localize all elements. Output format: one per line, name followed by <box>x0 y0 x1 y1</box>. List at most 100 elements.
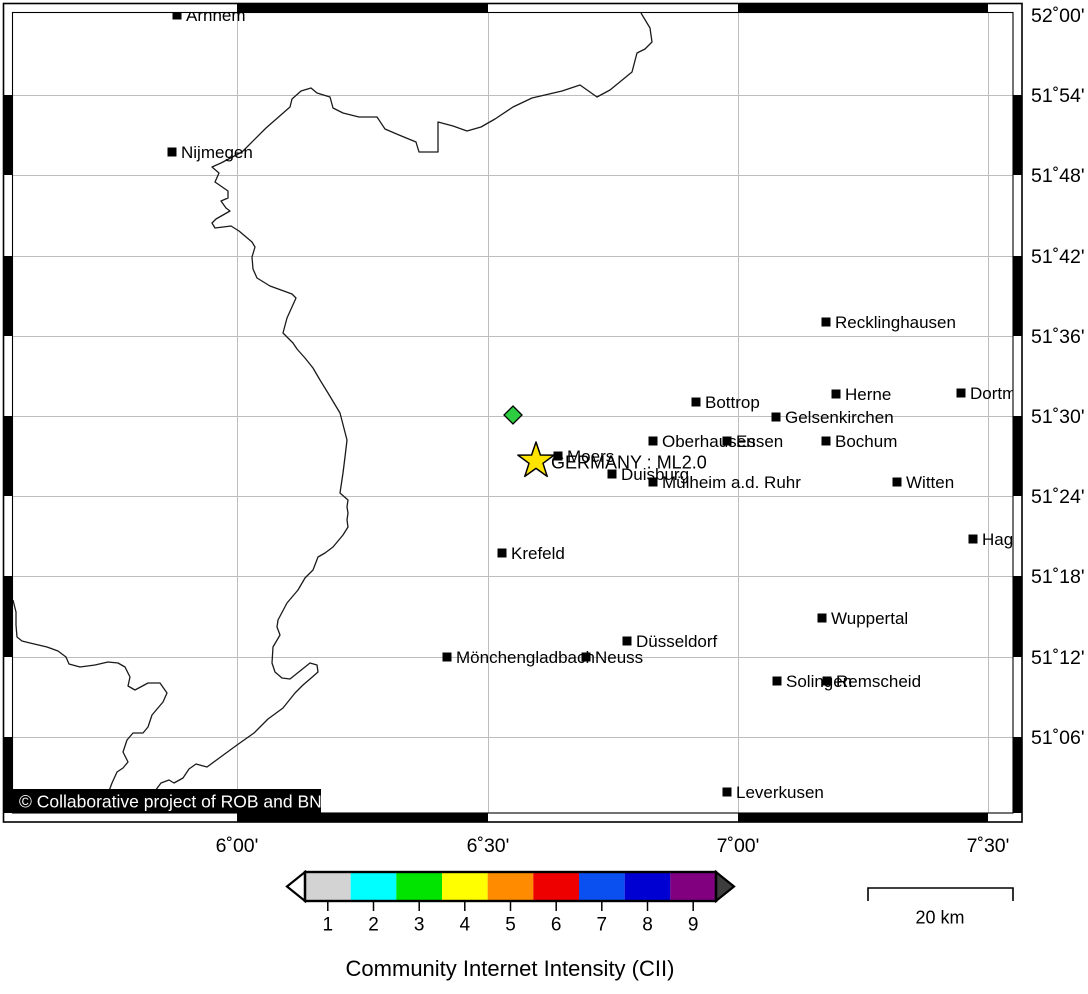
epicenter-label: GERMANY : ML2.0 <box>551 452 707 472</box>
city-marker <box>831 389 841 399</box>
lat-tick-label: 51˚30' <box>1031 406 1085 428</box>
colorbar-right-arrow-icon <box>714 869 736 904</box>
city-nijmegen: Nijmegen <box>167 143 253 162</box>
city-dortmund: Dortmund <box>956 384 1045 403</box>
lon-tick-label: 7˚00' <box>717 835 760 857</box>
lon-tick-label: 6˚00' <box>216 835 259 857</box>
city-label: Moers <box>567 447 614 466</box>
city-neuss: Neuss <box>581 648 643 667</box>
city-krefeld: Krefeld <box>497 544 565 563</box>
city-leverkusen: Leverkusen <box>722 783 824 802</box>
city-label: Dortmund <box>970 384 1045 403</box>
grid-lines <box>13 13 1013 813</box>
city-label: Düsseldorf <box>636 632 718 651</box>
city-wuppertal: Wuppertal <box>817 609 908 628</box>
colorbar-segment <box>487 872 534 901</box>
city-marker <box>722 436 732 446</box>
colorbar-segment <box>305 872 351 901</box>
colorbar-segment <box>624 872 671 901</box>
map-canvas: Arnhem Nijmegen Recklinghausen Herne Dor… <box>13 13 1045 813</box>
lat-tick-label: 51˚54' <box>1031 85 1085 107</box>
epicenter-star-icon <box>517 441 555 478</box>
lon-tick-label: 7˚30' <box>967 835 1010 857</box>
city-label: Bottrop <box>705 393 760 412</box>
colorbar-ticks <box>327 901 694 911</box>
colorbar: 1 2 3 4 5 6 7 8 9 Community Internet Int… <box>285 869 736 981</box>
city-marker <box>553 451 563 461</box>
city-marker <box>822 676 832 686</box>
city-label: Leverkusen <box>736 783 824 802</box>
city-solingen: Solingen <box>772 672 852 691</box>
colorbar-value-label: 7 <box>597 915 608 936</box>
city-marker <box>167 147 177 157</box>
city-hagen: Hagen <box>968 530 1032 549</box>
country-border-path <box>154 13 653 792</box>
city-bottrop: Bottrop <box>691 393 760 412</box>
city-marker <box>172 13 182 20</box>
city-moenchengladbach: Mönchengladbach <box>442 648 595 667</box>
city-essen: Essen <box>722 432 783 451</box>
city-label: Herne <box>845 385 891 404</box>
city-witten: Witten <box>892 473 954 492</box>
city-marker <box>722 787 732 797</box>
colorbar-value-label: 1 <box>323 915 334 936</box>
colorbar-title: Community Internet Intensity (CII) <box>346 956 675 981</box>
city-label: Solingen <box>786 672 852 691</box>
scale-bar-label: 20 km <box>915 907 964 927</box>
city-moers: Moers <box>553 447 614 466</box>
city-marker <box>648 477 658 487</box>
lat-tick-label: 51˚42' <box>1031 246 1085 268</box>
city-muelheim: Mülheim a.d. Ruhr <box>648 473 801 492</box>
lon-tick-label: 6˚30' <box>467 835 510 857</box>
colorbar-value-label: 2 <box>368 915 379 936</box>
lat-tick-label: 51˚18' <box>1031 566 1085 588</box>
colorbar-value-label: 6 <box>551 915 562 936</box>
city-marker <box>607 469 617 479</box>
city-marker <box>892 477 902 487</box>
city-label: Wuppertal <box>831 609 908 628</box>
colorbar-segment <box>670 872 717 901</box>
city-label: Recklinghausen <box>835 313 956 332</box>
city-marker <box>442 652 452 662</box>
city-label: Gelsenkirchen <box>785 408 894 427</box>
lon-axis: 6˚00' 6˚30' 7˚00' 7˚30' <box>216 835 1010 857</box>
city-marker <box>772 676 782 686</box>
colorbar-segments <box>305 872 717 901</box>
city-label: Oberhausen <box>662 432 756 451</box>
lat-tick-label: 51˚12' <box>1031 647 1085 669</box>
event-diamond-icon <box>503 405 523 425</box>
city-marker <box>821 436 831 446</box>
city-bochum: Bochum <box>821 432 897 451</box>
city-marker <box>622 636 632 646</box>
city-label: Hagen <box>982 530 1032 549</box>
city-marker <box>581 652 591 662</box>
city-label: Bochum <box>835 432 897 451</box>
city-marker <box>817 613 827 623</box>
city-marker <box>648 436 658 446</box>
city-marker <box>497 548 507 558</box>
city-remscheid: Remscheid <box>822 672 921 691</box>
lat-axis: 52˚00' 51˚54' 51˚48' 51˚42' 51˚36' 51˚30… <box>1031 5 1085 749</box>
city-marker <box>968 534 978 544</box>
lat-tick-label: 51˚24' <box>1031 486 1085 508</box>
city-label: Duisburg <box>621 465 689 484</box>
secondary-border-path <box>13 599 168 792</box>
map-frame <box>2 2 1023 823</box>
lat-tick-label: 51˚36' <box>1031 326 1085 348</box>
city-duisburg: Duisburg <box>607 465 689 484</box>
city-oberhausen: Oberhausen <box>648 432 756 451</box>
city-marker <box>956 388 966 398</box>
colorbar-segment <box>442 872 488 901</box>
copyright-text: © Collaborative project of ROB and BNS <box>19 792 333 812</box>
colorbar-segment <box>533 872 580 901</box>
city-recklinghausen: Recklinghausen <box>821 313 956 332</box>
colorbar-segment <box>350 872 397 901</box>
copyright-bar: © Collaborative project of ROB and BNS <box>13 789 333 813</box>
colorbar-segment <box>396 872 443 901</box>
city-label: Remscheid <box>836 672 921 691</box>
city-gelsenkirchen: Gelsenkirchen <box>771 408 894 427</box>
city-label: Nijmegen <box>181 143 253 162</box>
colorbar-value-label: 5 <box>505 915 516 936</box>
city-duesseldorf: Düsseldorf <box>622 632 718 651</box>
